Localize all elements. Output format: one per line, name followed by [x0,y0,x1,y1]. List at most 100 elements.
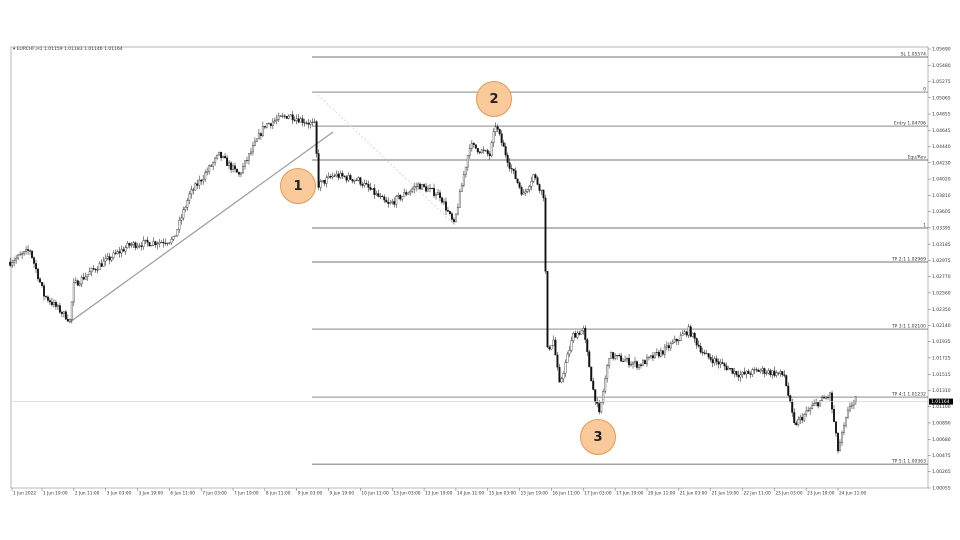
candle [80,277,83,285]
candle [538,184,541,191]
candle [659,350,662,357]
candle [220,151,223,158]
candle [634,361,636,364]
candle [709,356,712,360]
candle [253,141,256,146]
candle [785,375,788,387]
candle [552,339,555,346]
candle [126,243,129,248]
candle [753,369,756,371]
candle [558,366,561,383]
candle [391,201,394,203]
candle [707,353,710,358]
uptrend-line[interactable] [69,131,334,323]
candle [600,402,603,413]
candle [618,355,621,356]
candle [671,341,674,344]
candle [596,401,599,404]
candle [468,148,471,156]
candle [162,241,165,244]
candle [363,183,366,186]
x-tick-label: 24 Jun 11:00 [839,491,867,497]
x-tick-label: 7 Jun 19:00 [234,491,259,497]
candle [775,372,778,376]
candle [568,350,571,355]
candle [677,340,680,342]
y-tick-label: 1.01100 [932,404,951,410]
candle [727,368,730,370]
candle [564,362,567,374]
candle [230,162,233,170]
candle [267,123,270,125]
candle [524,191,527,194]
candle [536,177,539,185]
candle [502,142,505,147]
candle [431,188,434,189]
y-tick-label: 1.04855 [932,112,951,118]
candle [224,156,227,159]
candle [669,343,672,349]
candle [50,301,53,305]
y-tick-label: 1.00265 [932,469,951,475]
candle [226,157,229,166]
y-tick-label: 1.03810 [932,193,951,199]
candle [355,179,358,181]
candle [202,178,205,182]
candle [673,338,676,343]
candle [176,229,179,236]
candle [844,417,847,426]
candle [482,149,485,151]
candle [60,312,63,314]
candle [136,246,139,248]
candle [715,358,718,362]
candle [329,176,332,178]
candle [793,412,796,423]
y-tick-label: 1.00890 [932,421,951,427]
candle [620,355,623,362]
candle [604,378,607,392]
candle [435,194,437,196]
candle [295,118,298,121]
candle [815,402,818,404]
candle [313,121,316,123]
candle [612,352,615,359]
candle [172,236,175,240]
candle [247,153,250,161]
candle [850,404,853,407]
candle [421,184,424,190]
candle [423,184,426,187]
candle [56,305,59,307]
y-tick-label: 1.01935 [932,339,951,345]
candle [110,257,113,261]
candle [395,196,398,205]
candle [540,189,543,191]
fib-diagonal-line[interactable] [317,94,456,226]
candle [606,365,609,379]
candle [35,263,38,270]
candle [777,372,780,374]
chart-header: ▾ EURCHF,H1 1.01159 1.01183 1.01146 1.01… [13,47,123,52]
candle [27,249,30,251]
x-tick-label: 9 Jun 19:00 [330,491,355,497]
candle [319,181,322,188]
candle [43,285,45,297]
candle [624,359,627,362]
candle [747,370,750,374]
candle [757,369,760,372]
candle [693,332,696,339]
candle [833,409,835,422]
candle [361,184,364,186]
candle [427,188,430,192]
candle [184,207,187,210]
candle [242,166,244,174]
candle [64,311,67,320]
candle [407,192,410,195]
candle [208,165,211,172]
candle [530,181,533,187]
symbol-dropdown-icon[interactable]: ▾ [13,47,16,52]
candle [108,256,111,261]
candle [711,359,714,364]
candle [811,405,814,409]
candle [339,173,342,178]
